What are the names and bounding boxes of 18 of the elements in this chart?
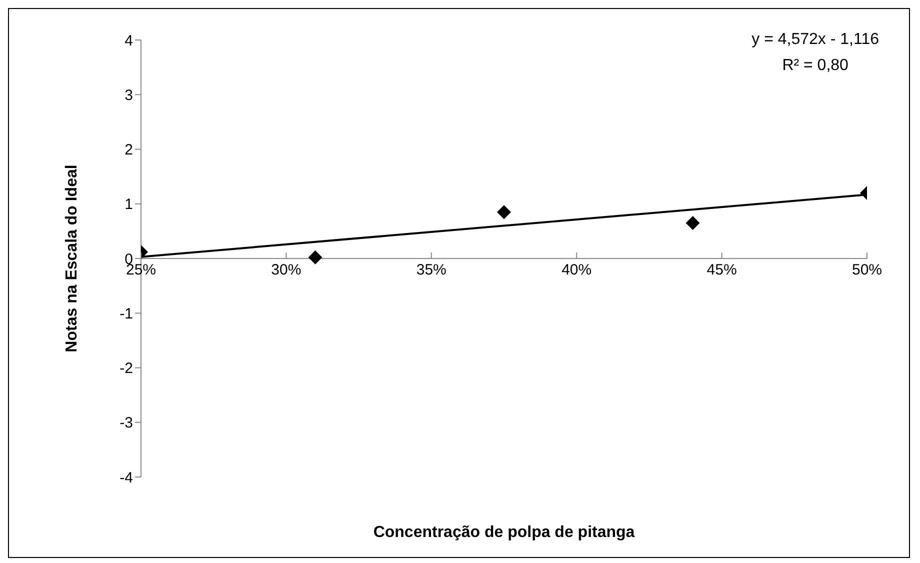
y-tick-label: 3 [124, 86, 133, 104]
y-tick-label: 2 [124, 142, 133, 159]
x-tick-label: 40% [562, 262, 592, 278]
y-tick-label: -4 [120, 469, 133, 486]
y-tick-label: -1 [120, 305, 133, 322]
x-tick-label: 30% [271, 262, 302, 278]
x-axis-title: Concentração de polpa de pitanga [373, 524, 635, 541]
x-tick-label: 45% [706, 262, 737, 278]
y-tick-label: -2 [120, 360, 133, 378]
point [497, 205, 511, 220]
y-axis-title: Notas na Escala do Ideal [64, 164, 81, 352]
x-tick-label: 35% [416, 262, 446, 278]
x-tick-label: 50% [852, 262, 882, 278]
annotation: y = 4,572x - 1,116 [752, 30, 879, 50]
y-tick-label: 4 [124, 32, 133, 50]
annotation: R² = 0,80 [781, 56, 850, 76]
y-tick-label: 1 [124, 196, 133, 214]
y-tick-label: -3 [120, 414, 133, 432]
